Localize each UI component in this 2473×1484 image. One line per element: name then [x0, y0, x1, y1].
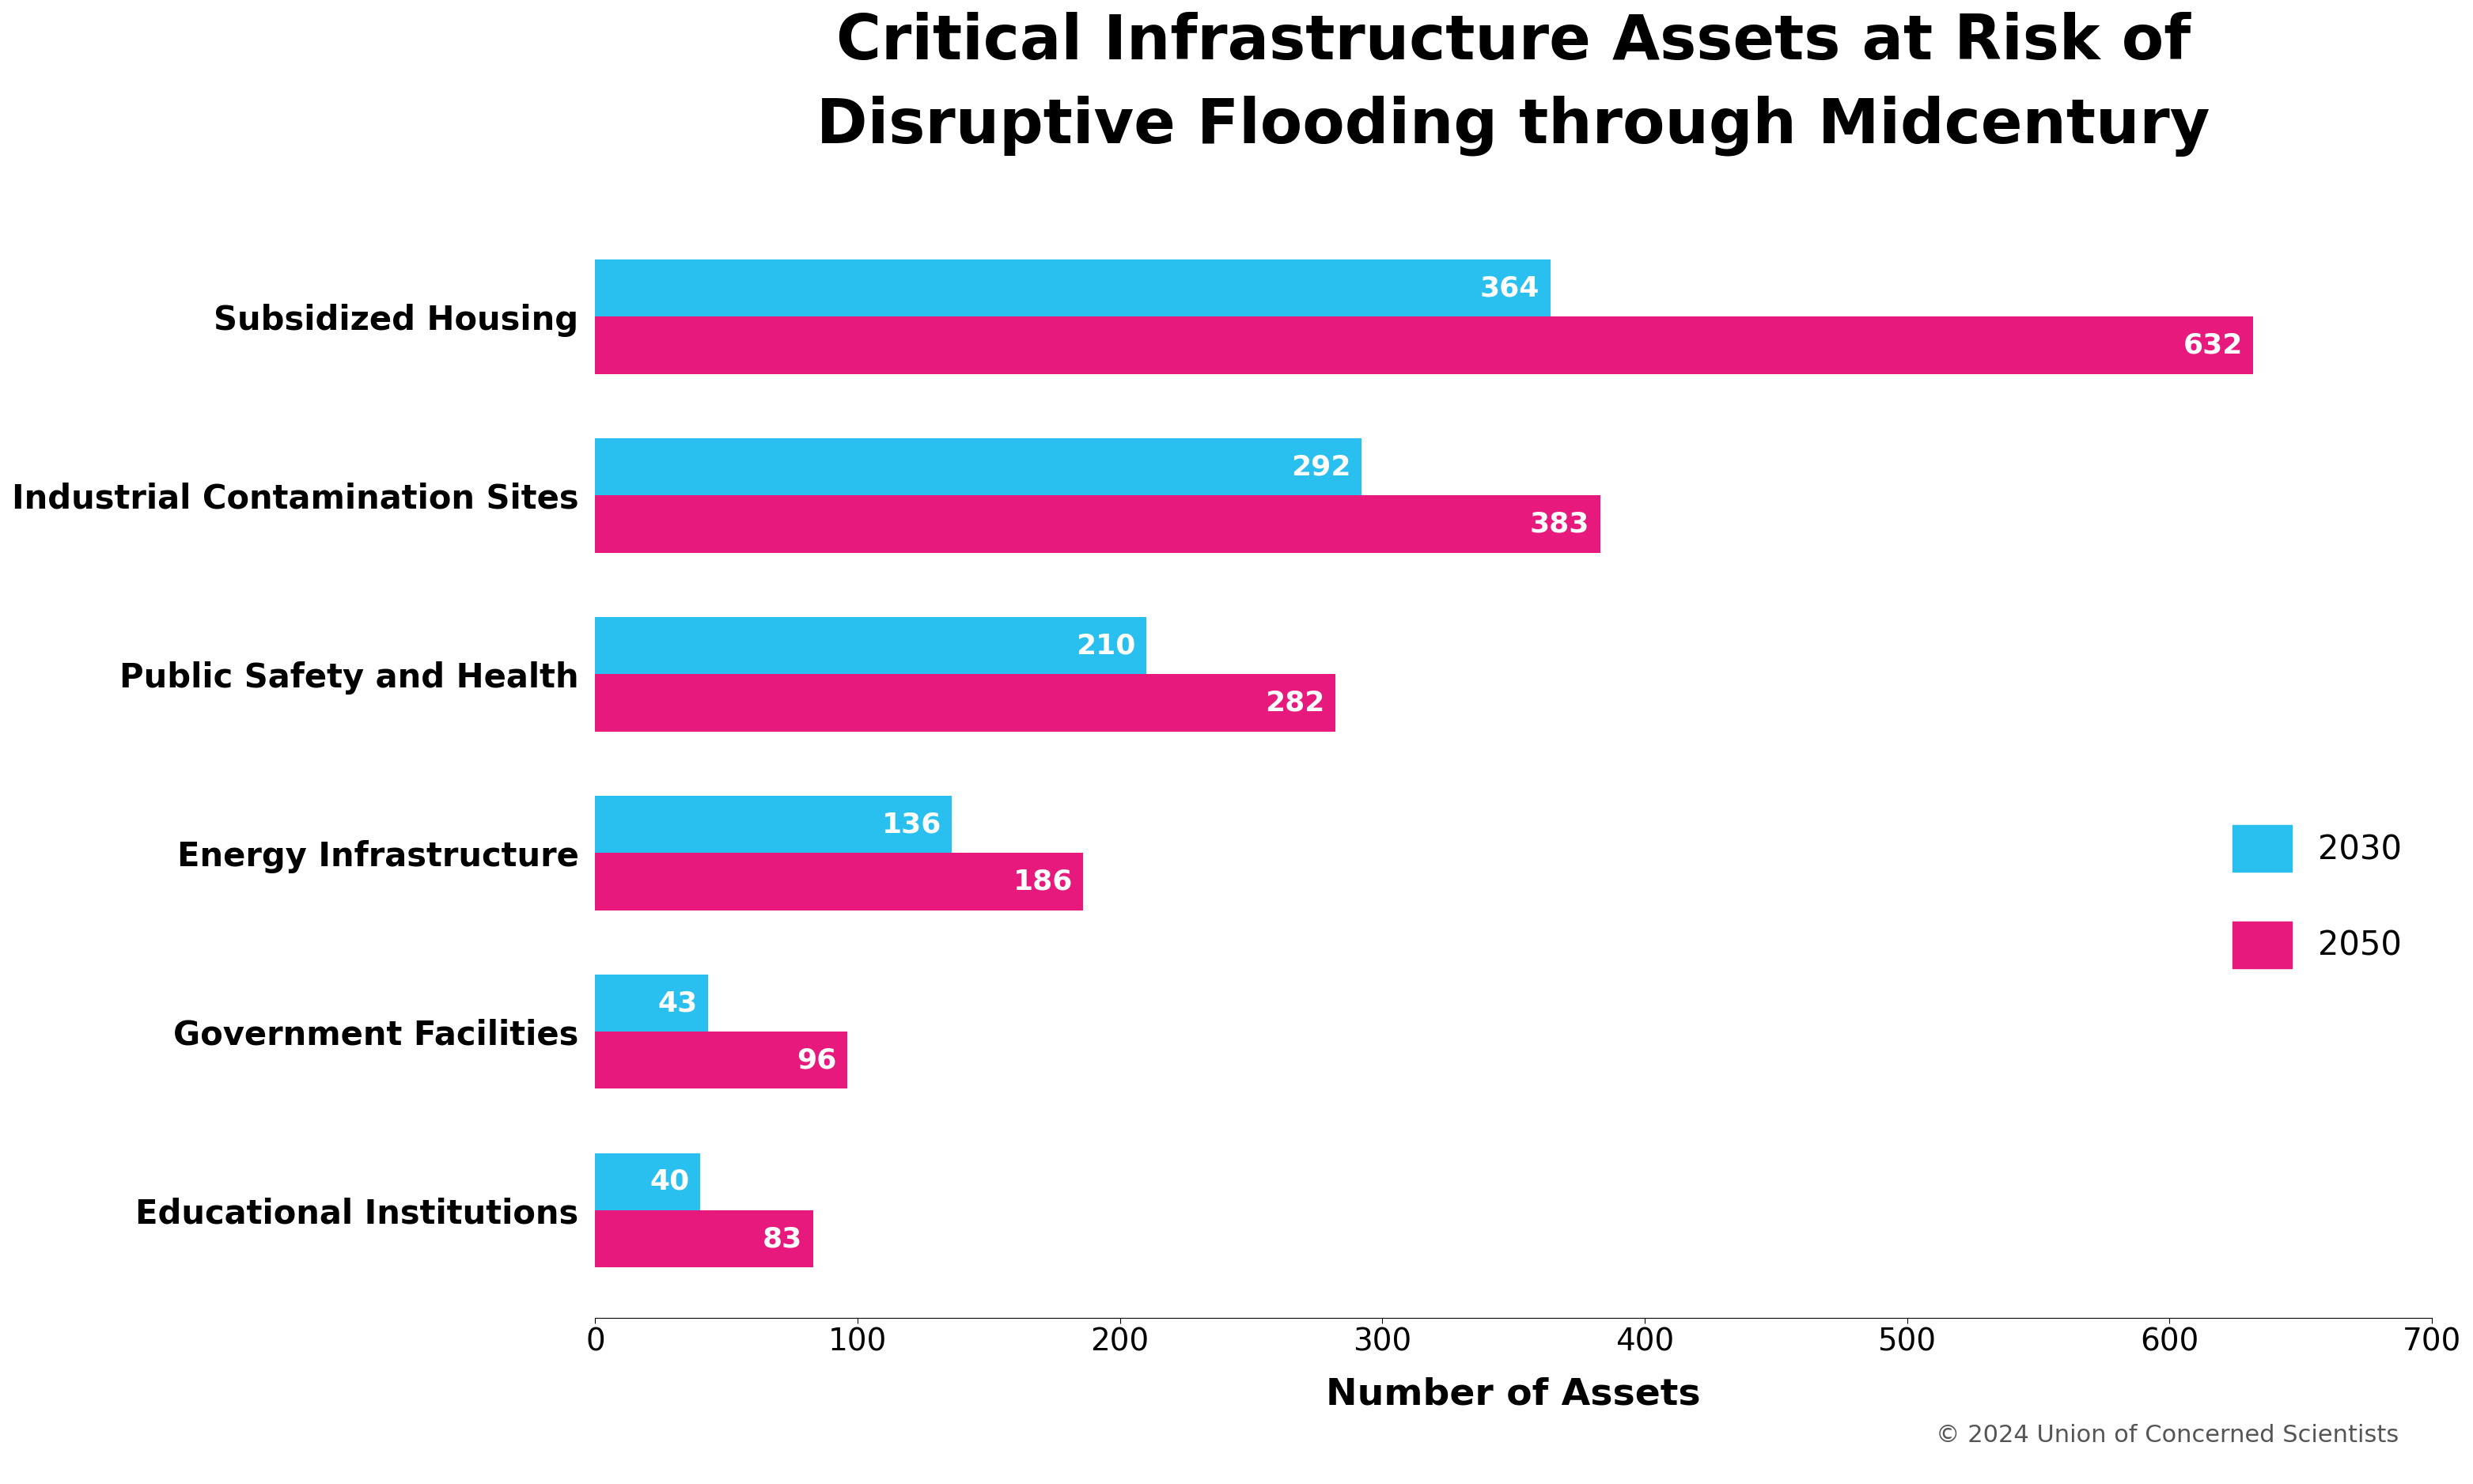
Bar — [596, 438, 1360, 496]
Text: 186: 186 — [1014, 868, 1073, 895]
Bar — [596, 496, 1600, 552]
Text: 364: 364 — [1481, 275, 1541, 301]
Text: 96: 96 — [796, 1046, 836, 1074]
Text: 40: 40 — [650, 1168, 690, 1195]
Title: Critical Infrastructure Assets at Risk of
Disruptive Flooding through Midcentury: Critical Infrastructure Assets at Risk o… — [816, 12, 2211, 157]
Bar — [596, 316, 2253, 374]
Bar — [596, 975, 707, 1031]
Text: 383: 383 — [1531, 510, 1590, 537]
Text: © 2024 Union of Concerned Scientists: © 2024 Union of Concerned Scientists — [1936, 1425, 2399, 1447]
Bar — [596, 1031, 848, 1089]
Bar — [596, 260, 1551, 316]
Bar — [596, 795, 952, 853]
Text: 210: 210 — [1076, 632, 1135, 659]
Text: 136: 136 — [883, 810, 942, 838]
Text: 83: 83 — [762, 1226, 804, 1252]
Text: 43: 43 — [658, 990, 697, 1017]
Legend: 2030, 2050: 2030, 2050 — [2218, 812, 2416, 981]
Bar — [596, 853, 1083, 910]
Text: 632: 632 — [2184, 332, 2243, 359]
Bar — [596, 1211, 814, 1267]
Text: 282: 282 — [1266, 690, 1326, 717]
Bar — [596, 617, 1145, 674]
Bar — [596, 674, 1335, 732]
X-axis label: Number of Assets: Number of Assets — [1326, 1377, 1701, 1413]
Bar — [596, 1153, 700, 1211]
Text: 292: 292 — [1291, 454, 1350, 481]
